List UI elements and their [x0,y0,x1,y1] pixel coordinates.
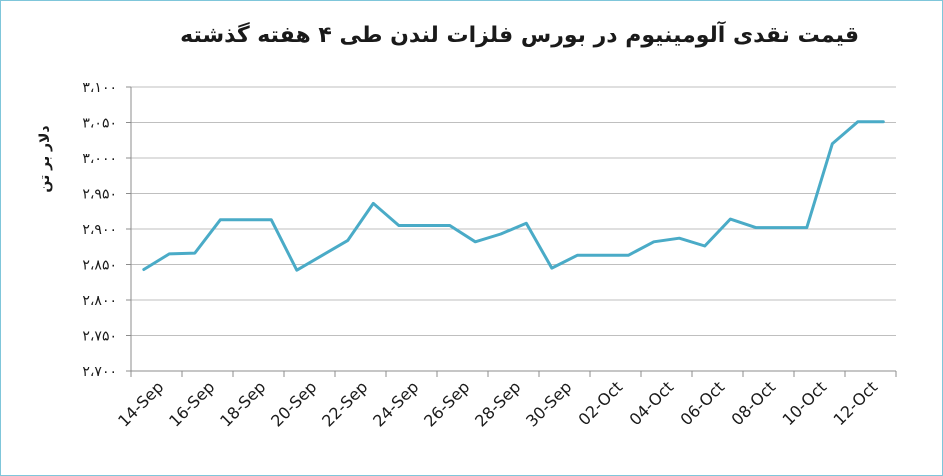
x-tick-label: 18-Sep [216,377,269,430]
data-point [474,240,477,243]
data-point [729,217,732,221]
x-tick-label: 02-Oct [575,377,627,429]
data-point [754,226,757,229]
x-tick-label: 22-Sep [318,377,371,430]
x-axis [130,370,897,377]
x-tick-label: 28-Sep [471,377,524,430]
y-tick-label: ۲،۷۰۰ [82,364,117,380]
x-tick-label: 20-Sep [267,377,320,430]
x-tick-label: 30-Sep [522,377,575,430]
data-point [397,224,400,227]
data-point [550,266,553,270]
x-tick-labels: 14-Sep16-Sep18-Sep20-Sep22-Sep24-Sep26-S… [114,377,881,430]
data-point [882,120,885,123]
x-tick-label: 16-Sep [165,377,218,430]
y-tick-label: ۲،۷۵۰ [82,329,117,345]
y-tick-labels: ۲،۷۰۰ ۲،۷۵۰ ۲،۸۰۰ ۲،۸۵۰ ۲،۹۰۰ ۲،۹۵۰ ۳،۰۰۰ ۳،۰۵۰… [82,80,117,380]
y-tick-label: ۲،۹۰۰ [82,222,117,238]
data-point [856,120,859,123]
data-point [831,142,834,145]
x-tick-label: 08-Oct [728,377,780,429]
x-tick-label: 06-Oct [677,377,729,429]
data-point [703,244,706,248]
x-tick-label: 12-Oct [830,377,882,429]
data-point [780,226,783,229]
data-point [627,254,630,257]
y-tick-label: ۲،۸۰۰ [82,293,117,309]
data-point [576,254,579,257]
data-point [168,252,171,256]
data-point [423,224,426,227]
x-tick-label: 04-Oct [626,377,678,429]
series-group [142,120,885,272]
data-point [601,254,604,257]
data-point [652,240,655,243]
data-point [193,251,196,255]
y-tick-label: ۲،۸۵۰ [82,258,117,274]
data-point [346,239,349,242]
data-point [219,218,222,221]
x-tick-label: 24-Sep [369,377,422,430]
data-point [678,237,681,240]
data-point [295,268,298,272]
data-point [142,268,145,271]
y-tick-label: ۳،۱۰۰ [82,80,117,96]
y-tick-label: ۳،۰۰۰ [82,151,117,167]
data-point [499,232,502,236]
data-point [372,202,375,205]
y-tick-label: ۲،۹۵۰ [82,187,117,203]
data-point [244,218,247,221]
x-tick-label: 14-Sep [114,377,167,430]
x-tick-label: 10-Oct [779,377,831,429]
y-tick-label: ۳،۰۵۰ [82,116,117,132]
chart-title: قیمت نقدی آلومینیوم در بورس فلزات لندن ط… [180,23,859,48]
data-point [321,254,324,257]
data-point [525,222,528,225]
x-tick-label: 26-Sep [420,377,473,430]
series-line [142,120,885,272]
data-point [805,226,808,229]
data-point [270,218,273,221]
data-point [448,224,451,227]
